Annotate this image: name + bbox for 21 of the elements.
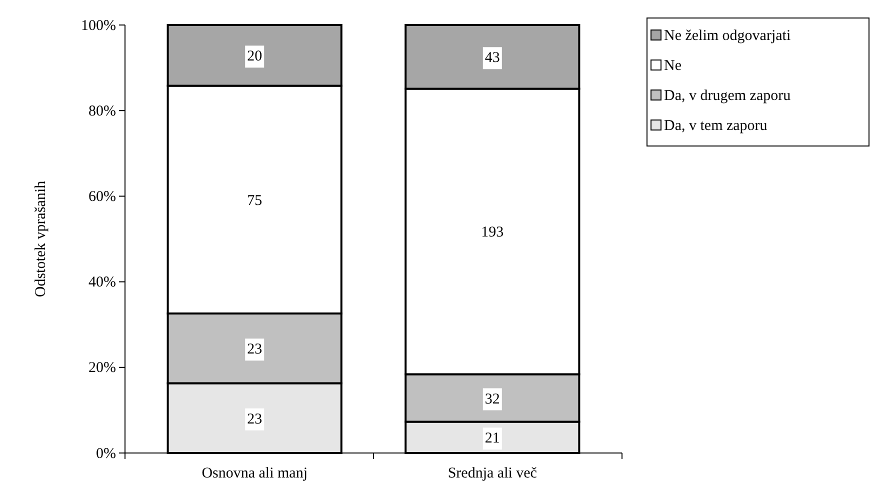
y-tick-label: 40% bbox=[88, 274, 116, 291]
annotation: 20 bbox=[247, 48, 262, 65]
annotation: 43 bbox=[484, 50, 500, 66]
legend-label: Ne bbox=[664, 58, 682, 74]
annotation: 23 bbox=[247, 342, 262, 358]
y-tick-label: 60% bbox=[88, 189, 116, 205]
annotation: 193 bbox=[481, 224, 504, 241]
annotation: 75 bbox=[247, 192, 262, 209]
annotation: 23 bbox=[247, 411, 262, 428]
x-tick-label: Srednja ali več bbox=[448, 466, 538, 482]
legend-label: Ne želim odgovarjati bbox=[664, 28, 791, 44]
legend-label: Da, v tem zaporu bbox=[664, 118, 768, 134]
y-tick-label: 100% bbox=[81, 18, 116, 34]
y-axis-title: Odstotek vprašanih bbox=[33, 180, 49, 298]
y-tick-label: 0% bbox=[96, 446, 116, 462]
legend-label: Da, v drugem zaporu bbox=[664, 88, 792, 104]
y-tick-label: 80% bbox=[88, 103, 116, 120]
annotation: 32 bbox=[484, 391, 500, 408]
y-tick-label: 20% bbox=[88, 360, 116, 376]
annotation: 21 bbox=[484, 430, 500, 447]
x-tick-label: Osnovna ali manj bbox=[202, 466, 308, 482]
